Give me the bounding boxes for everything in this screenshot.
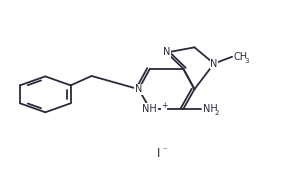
Text: +: + — [161, 101, 167, 110]
Text: ⁻: ⁻ — [162, 146, 167, 155]
Text: I: I — [156, 147, 160, 160]
Text: CH: CH — [233, 52, 248, 62]
Text: 2: 2 — [214, 110, 219, 116]
Text: N: N — [135, 84, 142, 94]
Text: NH: NH — [203, 104, 218, 114]
Text: N: N — [210, 59, 218, 69]
Text: NH: NH — [142, 104, 157, 114]
Text: 3: 3 — [244, 58, 248, 64]
Text: N: N — [163, 47, 170, 57]
